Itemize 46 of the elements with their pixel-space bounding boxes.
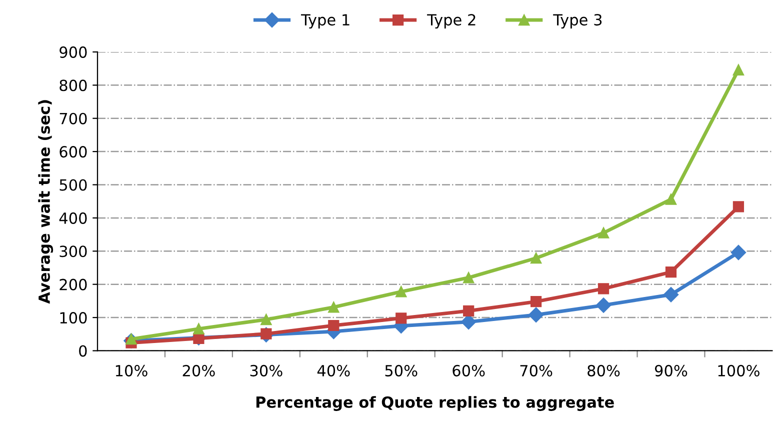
point bbox=[528, 307, 544, 322]
point bbox=[396, 286, 407, 298]
point bbox=[598, 283, 610, 294]
x-tick-label: 80% bbox=[588, 364, 620, 376]
y-tick-label: 0 bbox=[79, 345, 87, 357]
point bbox=[396, 312, 407, 324]
point bbox=[328, 320, 340, 332]
point bbox=[663, 287, 679, 302]
x-tick-label: 40% bbox=[317, 364, 350, 376]
point bbox=[328, 302, 340, 313]
point bbox=[530, 252, 542, 264]
y-tick-label: 800 bbox=[60, 80, 87, 92]
x-axis-title: Percentage of Quote replies to aggregate bbox=[256, 396, 614, 411]
point bbox=[596, 298, 612, 313]
legend-label: Type 2 bbox=[427, 14, 476, 29]
point bbox=[732, 201, 744, 212]
y-tick-label: 700 bbox=[60, 112, 87, 124]
x-tick-label: 60% bbox=[452, 364, 485, 376]
x-tick-label: 30% bbox=[250, 364, 282, 376]
point bbox=[732, 64, 744, 76]
legend-label: Type 1 bbox=[300, 14, 350, 29]
point bbox=[193, 332, 204, 344]
y-tick-label: 400 bbox=[59, 212, 87, 224]
x-tick-label: 70% bbox=[520, 364, 552, 376]
y-tick-label: 300 bbox=[60, 246, 87, 258]
point bbox=[730, 244, 746, 260]
x-tick-label: 20% bbox=[182, 364, 215, 376]
x-tick-label: 10% bbox=[116, 364, 148, 376]
y-tick-label: 100 bbox=[60, 312, 87, 324]
y-tick-label: 200 bbox=[60, 278, 87, 290]
y-tick-label: 600 bbox=[60, 146, 87, 158]
x-tick-label: 90% bbox=[654, 364, 688, 376]
point bbox=[193, 323, 204, 334]
y-tick-label: 900 bbox=[60, 46, 87, 58]
y-axis-title: Average wait time (sec) bbox=[38, 100, 54, 304]
point bbox=[463, 272, 474, 284]
x-tick-label: 50% bbox=[385, 364, 418, 376]
point bbox=[598, 227, 610, 238]
y-tick-label: 500 bbox=[60, 179, 87, 191]
point bbox=[530, 296, 542, 308]
point bbox=[463, 305, 474, 316]
point bbox=[665, 266, 677, 278]
legend-label: Type 3 bbox=[553, 14, 602, 29]
x-tick-label: 100% bbox=[718, 364, 760, 376]
point bbox=[665, 194, 677, 205]
point bbox=[260, 314, 272, 326]
